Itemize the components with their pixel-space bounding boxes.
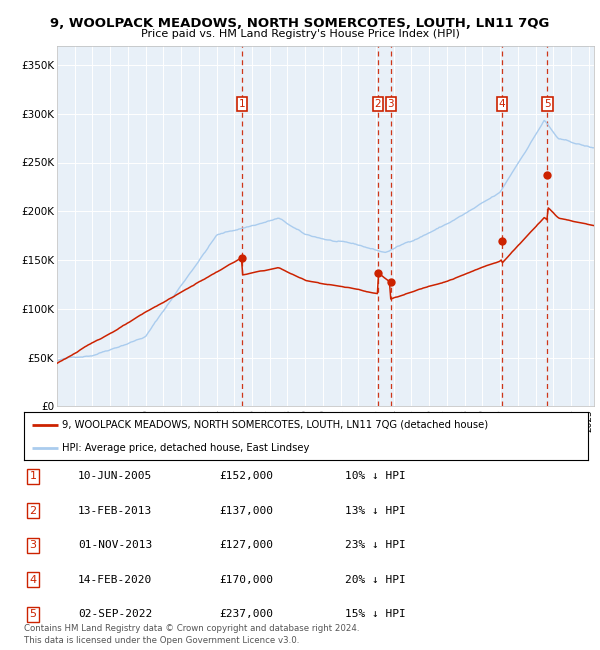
Text: 02-SEP-2022: 02-SEP-2022 [78,609,152,619]
Text: £152,000: £152,000 [219,471,273,482]
Text: £137,000: £137,000 [219,506,273,516]
Text: 5: 5 [29,609,37,619]
Text: 9, WOOLPACK MEADOWS, NORTH SOMERCOTES, LOUTH, LN11 7QG: 9, WOOLPACK MEADOWS, NORTH SOMERCOTES, L… [50,17,550,30]
Text: 20% ↓ HPI: 20% ↓ HPI [345,575,406,585]
Text: 13-FEB-2013: 13-FEB-2013 [78,506,152,516]
Text: 1: 1 [29,471,37,482]
Text: £127,000: £127,000 [219,540,273,551]
Text: £237,000: £237,000 [219,609,273,619]
Text: 3: 3 [29,540,37,551]
Text: 23% ↓ HPI: 23% ↓ HPI [345,540,406,551]
Text: 9, WOOLPACK MEADOWS, NORTH SOMERCOTES, LOUTH, LN11 7QG (detached house): 9, WOOLPACK MEADOWS, NORTH SOMERCOTES, L… [62,420,488,430]
Text: 01-NOV-2013: 01-NOV-2013 [78,540,152,551]
Text: 1: 1 [239,99,245,109]
Text: 4: 4 [499,99,506,109]
Text: 2: 2 [29,506,37,516]
Text: £170,000: £170,000 [219,575,273,585]
Text: 15% ↓ HPI: 15% ↓ HPI [345,609,406,619]
Text: 14-FEB-2020: 14-FEB-2020 [78,575,152,585]
Text: Contains HM Land Registry data © Crown copyright and database right 2024.
This d: Contains HM Land Registry data © Crown c… [24,624,359,645]
Text: 13% ↓ HPI: 13% ↓ HPI [345,506,406,516]
Text: Price paid vs. HM Land Registry's House Price Index (HPI): Price paid vs. HM Land Registry's House … [140,29,460,38]
Text: 4: 4 [29,575,37,585]
Text: 3: 3 [388,99,394,109]
Text: 10-JUN-2005: 10-JUN-2005 [78,471,152,482]
Text: 5: 5 [544,99,551,109]
Text: 10% ↓ HPI: 10% ↓ HPI [345,471,406,482]
Text: HPI: Average price, detached house, East Lindsey: HPI: Average price, detached house, East… [62,443,310,452]
Text: 2: 2 [374,99,381,109]
